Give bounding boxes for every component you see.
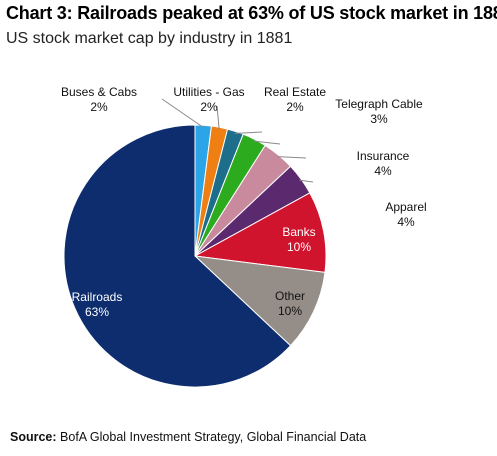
leader-lines	[161, 98, 314, 183]
slice-value-utilities-gas: 2%	[200, 100, 218, 114]
slice-name-other: Other	[275, 289, 305, 303]
slice-name-apparel: Apparel	[385, 200, 426, 214]
leader-line-telegraph-cable	[253, 140, 281, 145]
slice-value-insurance: 4%	[374, 164, 392, 178]
slice-value-other: 10%	[278, 304, 302, 318]
pie-slices	[63, 124, 327, 388]
leader-line-buses-cabs	[161, 98, 204, 128]
leader-line-insurance	[277, 156, 307, 159]
slice-name-railroads: Railroads	[72, 290, 123, 304]
pie-slice-banks	[193, 192, 327, 273]
slice-name-insurance: Insurance	[357, 149, 410, 163]
leader-line-apparel	[299, 179, 314, 183]
chart-subtitle: US stock market cap by industry in 1881	[6, 30, 293, 47]
source-note: Source: BofA Global Investment Strategy,…	[10, 430, 366, 444]
leader-line-utilities-gas	[216, 105, 220, 130]
slice-name-real-estate: Real Estate	[264, 85, 326, 99]
slice-name-buses-cabs: Buses & Cabs	[61, 85, 137, 99]
leader-line-real-estate	[234, 131, 263, 134]
slice-value-real-estate: 2%	[286, 100, 304, 114]
slice-value-railroads: 63%	[85, 305, 109, 319]
slice-value-buses-cabs: 2%	[90, 100, 108, 114]
pie-slice-railroads	[63, 124, 292, 388]
slice-value-banks: 10%	[287, 240, 311, 254]
source-label: Source:	[10, 430, 57, 444]
slice-name-banks: Banks	[282, 225, 315, 239]
slice-value-telegraph-cable: 3%	[370, 112, 388, 126]
slice-name-telegraph-cable: Telegraph Cable	[335, 97, 423, 111]
source-text: BofA Global Investment Strategy, Global …	[60, 430, 367, 444]
pie-slice-other	[193, 255, 326, 347]
slice-name-utilities-gas: Utilities - Gas	[173, 85, 244, 99]
slice-value-apparel: 4%	[397, 215, 415, 229]
chart-title: Chart 3: Railroads peaked at 63% of US s…	[6, 3, 497, 23]
